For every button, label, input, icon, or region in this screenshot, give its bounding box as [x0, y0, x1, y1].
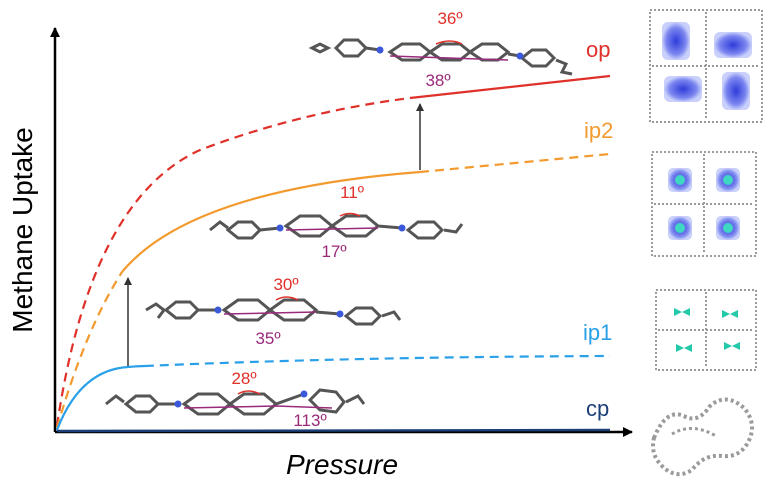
angle-op-bottom: 38º — [425, 71, 450, 90]
series-ip1-solid — [55, 364, 146, 431]
x-axis-title: Pressure — [286, 449, 398, 480]
framework-ip1-thumbnail — [655, 289, 757, 371]
series-cp-solid — [56, 428, 611, 433]
angle-cp-bottom: 113º — [293, 411, 326, 430]
molecule-ip2 — [209, 212, 464, 240]
series-label-ip1: ip1 — [583, 320, 612, 345]
series-label-cp: cp — [586, 396, 609, 421]
molecule-cp — [105, 388, 366, 416]
series-ip2-solid — [121, 170, 421, 273]
framework-cp-thumbnail — [651, 397, 754, 477]
series-label-ip2: ip2 — [584, 118, 613, 143]
series-ip2-dashed-end — [419, 152, 611, 174]
series-op-solid — [409, 74, 611, 100]
series-label-op: op — [586, 37, 610, 62]
angle-ip2-top: 11º — [340, 183, 364, 202]
angle-cp-top: 28º — [231, 369, 256, 388]
molecule-ip1 — [145, 296, 402, 326]
y-axis-title: Methane Uptake — [7, 127, 38, 332]
framework-op-thumbnail — [649, 9, 763, 123]
series-ip2-dashed-start — [55, 271, 123, 429]
series-ip1-dashed — [144, 354, 611, 368]
angle-ip1-top: 30º — [273, 275, 298, 294]
angle-ip1-bottom: 35º — [255, 329, 280, 348]
angle-ip2-bottom: 17º — [321, 242, 346, 261]
series-curves — [55, 74, 611, 433]
framework-ip2-thumbnail — [651, 151, 757, 257]
angle-op-top: 36º — [437, 9, 462, 28]
molecule-op — [308, 38, 573, 76]
